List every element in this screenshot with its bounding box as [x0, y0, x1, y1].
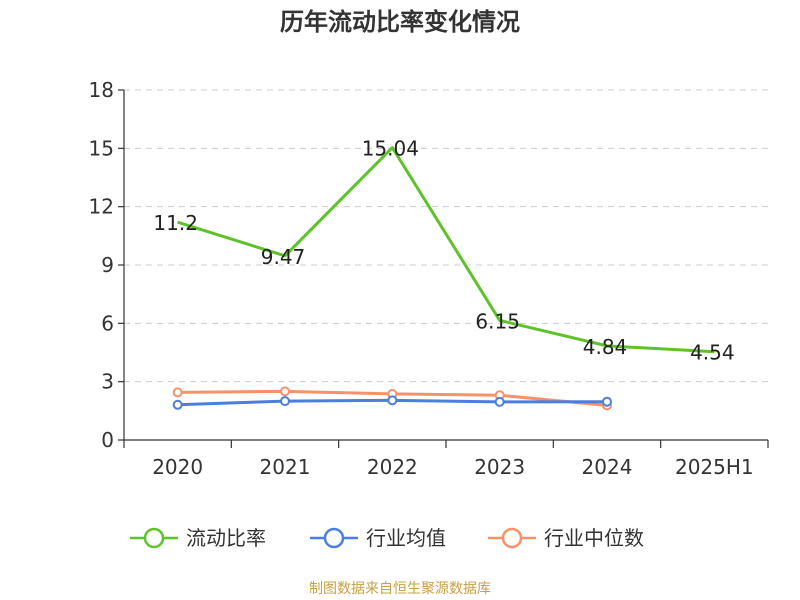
- series-layer: [172, 146, 715, 411]
- legend-label: 行业均值: [366, 526, 446, 550]
- x-tick-label: 2020: [152, 455, 203, 479]
- data-point: [494, 396, 505, 407]
- series-0: [177, 146, 715, 354]
- series-line: [177, 146, 715, 354]
- data-label: 4.84: [583, 335, 628, 359]
- legend-item[interactable]: 行业中位数: [488, 526, 644, 550]
- legend-item[interactable]: 行业均值: [310, 526, 446, 550]
- data-point: [280, 396, 290, 407]
- y-tick-label: 0: [101, 428, 114, 452]
- legend-marker: [501, 527, 523, 549]
- y-tick-label: 15: [89, 136, 114, 160]
- y-tick-label: 6: [101, 311, 114, 335]
- x-tick-label: 2022: [367, 455, 418, 479]
- source-note: 制图数据来自恒生聚源数据库: [309, 581, 491, 597]
- axes: 0 3 6 9 12 15 18 2020 2021 2022 2023 2024 2025H1: [89, 78, 769, 479]
- data-point: [172, 387, 183, 398]
- x-tick-label: 2025H1: [675, 455, 754, 479]
- series-1: [172, 395, 612, 410]
- data-label: 9.47: [261, 245, 306, 269]
- data-label: 6.15: [475, 309, 520, 333]
- legend-marker: [323, 527, 345, 549]
- y-tick-label: 12: [89, 195, 114, 219]
- x-tick-label: 2023: [474, 455, 525, 479]
- y-tick-label: 3: [101, 370, 114, 394]
- data-point: [280, 386, 290, 397]
- legend-marker: [143, 527, 165, 549]
- x-tick-label: 2021: [260, 455, 311, 479]
- data-point: [602, 396, 612, 407]
- data-point: [172, 399, 183, 410]
- legend-item[interactable]: 流动比率: [130, 526, 266, 550]
- grid-lines: [124, 89, 768, 383]
- y-tick-label: 9: [101, 253, 114, 277]
- data-label: 4.54: [690, 341, 735, 365]
- y-tick-label: 18: [89, 78, 114, 102]
- data-labels: 11.2 9.47 15.04 6.15 4.84 4.54: [153, 137, 734, 365]
- legend: 流动比率 行业均值 行业中位数: [130, 526, 644, 550]
- legend-label: 流动比率: [186, 526, 266, 550]
- x-tick-label: 2024: [582, 455, 633, 479]
- data-label: 15.04: [362, 137, 419, 161]
- data-point: [387, 395, 398, 406]
- data-label: 11.2: [153, 211, 198, 235]
- legend-label: 行业中位数: [544, 526, 644, 550]
- chart-title: 历年流动比率变化情况: [280, 8, 520, 36]
